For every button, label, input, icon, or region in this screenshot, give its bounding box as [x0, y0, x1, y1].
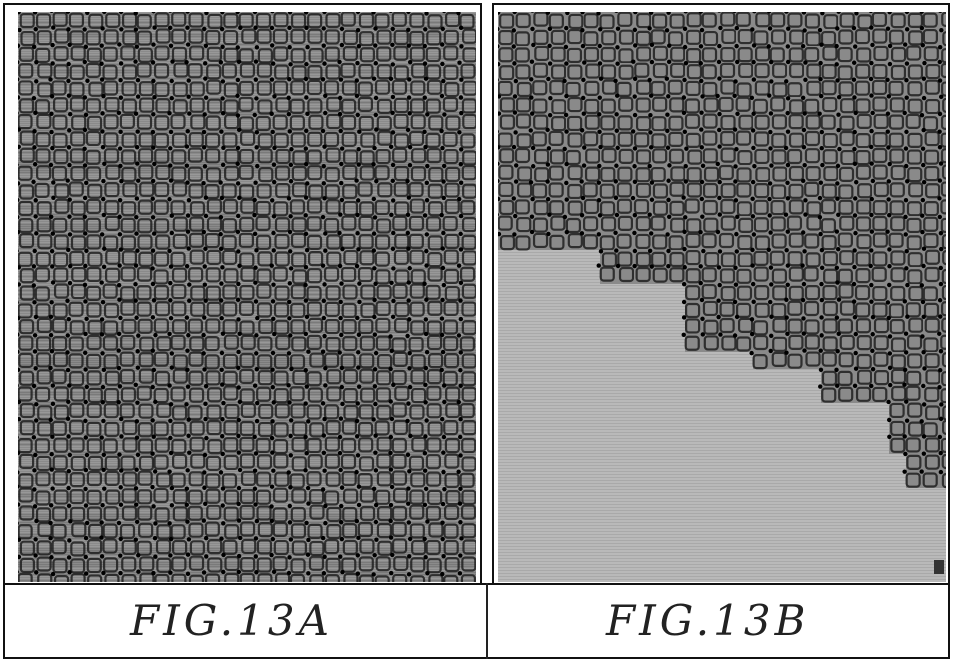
figure-13b-caption: FIG.13B	[606, 596, 810, 645]
caption-column-divider	[486, 583, 488, 659]
figure-13b-texture	[498, 12, 946, 582]
figure-13b-image	[498, 12, 946, 582]
outer-frame	[3, 3, 950, 659]
figure-13a-caption: FIG.13A	[130, 596, 333, 645]
caption-divider	[3, 583, 950, 585]
vertical-divider	[480, 3, 494, 583]
figure-13a-texture	[18, 12, 476, 582]
figure-13a-image	[18, 12, 476, 582]
